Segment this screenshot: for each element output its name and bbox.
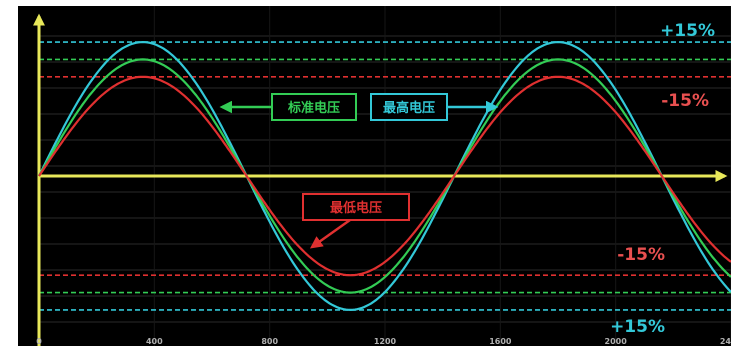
voltage-chart: 0 400 800 1200 1600 2000 2400 +15% -15% -15% +15% 标… [33, 6, 731, 346]
percent-annotation: +15% [610, 317, 665, 337]
callout-label: 最低电压 [330, 200, 382, 216]
x-tick-label: 1200 [374, 337, 397, 346]
x-tick-label: 2000 [605, 337, 628, 346]
percent-annotation: +15% [660, 21, 715, 41]
callout-arrow [309, 218, 351, 249]
x-tick-label: 0 [36, 337, 42, 346]
callout-box [370, 93, 448, 121]
series-line-0 [38, 58, 731, 294]
percent-annotation: -15% [661, 91, 709, 111]
series-line-2 [38, 75, 731, 277]
percent-annotation: -15% [617, 245, 665, 265]
x-tick-label: 400 [146, 337, 163, 346]
callout-label: 标准电压 [287, 100, 340, 116]
callout-box [302, 193, 410, 221]
callout-box [271, 93, 357, 121]
callout-label: 最高电压 [383, 100, 435, 116]
x-tick-label: 1600 [489, 337, 512, 346]
series-line-1 [38, 40, 731, 312]
x-tick-label: 800 [261, 337, 278, 346]
x-tick-label: 2400 [720, 337, 731, 346]
chart-frame: 0 400 800 1200 1600 2000 2400 +15% -15% -15% +15% 标… [18, 6, 731, 346]
